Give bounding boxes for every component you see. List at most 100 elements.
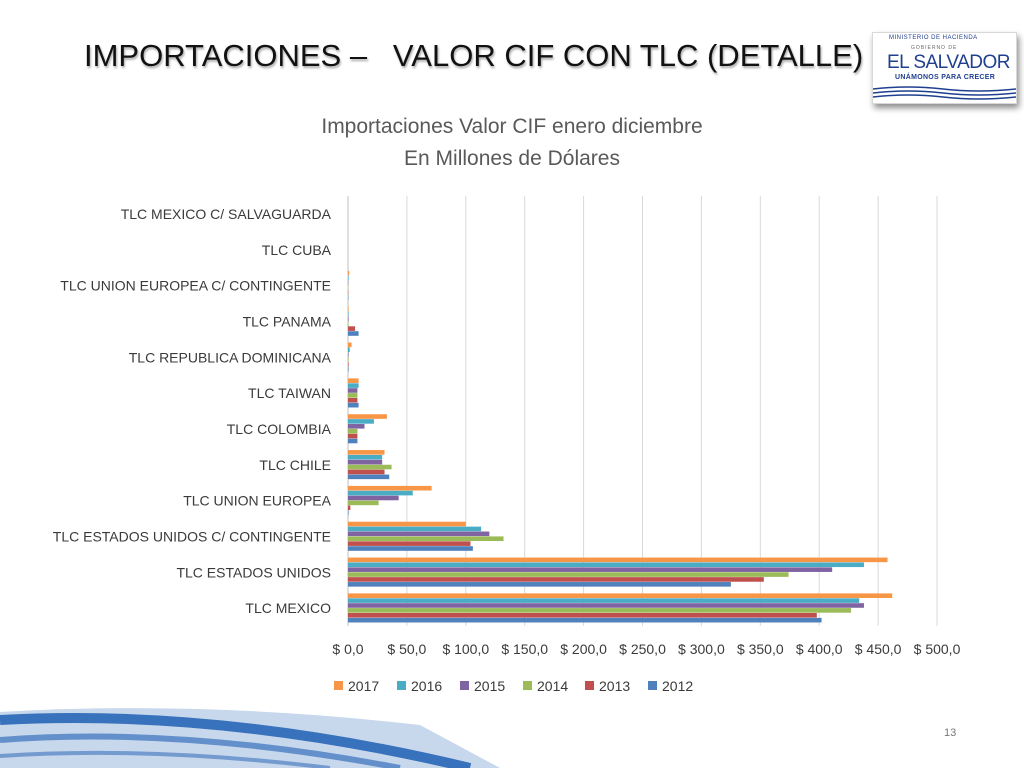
bar-2012 [348,438,358,444]
bar-2015 [348,388,358,393]
bar-2015 [348,352,349,357]
category-label: TLC TAIWAN [248,385,331,401]
decor-wave [0,713,472,768]
bar-2014 [348,393,358,398]
bar-2017 [348,521,466,527]
bar-2016 [348,598,860,603]
decor-wave [0,733,401,768]
legend-swatch-2015 [460,681,469,690]
bar-2016 [348,383,359,388]
bar-2013 [348,577,764,582]
bar-2012 [348,546,473,551]
bar-2017 [348,306,349,312]
bar-2013 [348,612,817,618]
x-tick-label: $ 0,0 [332,641,363,657]
category-label: TLC UNION EUROPEA [183,493,331,509]
legend-label-2013: 2013 [599,678,630,694]
x-tick-label: $ 250,0 [619,641,666,657]
x-tick-label: $ 400,0 [796,641,843,657]
bar-2014 [348,321,349,327]
legend-swatch-2013 [585,681,594,690]
legend-swatch-2014 [523,681,532,690]
slide-title: IMPORTACIONES – VALOR CIF CON TLC (DETAL… [84,38,864,73]
x-tick-label: $ 200,0 [560,641,607,657]
bar-2012 [348,582,731,587]
category-label: TLC ESTADOS UNIDOS [176,564,331,580]
legend-swatch-2012 [648,681,657,690]
bar-2013 [348,433,358,439]
bar-2017 [348,414,387,419]
logo-ministry-text: MINISTERIO DE HACIENDA [889,35,978,41]
category-label: TLC REPUBLICA DOMINICANA [129,349,332,365]
bar-2014 [348,357,349,362]
category-label: TLC COLOMBIA [227,421,332,437]
category-label: TLC UNION EUROPEA C/ CONTINGENTE [60,278,331,294]
decor-wave [0,750,331,768]
legend-swatch-2017 [334,681,343,690]
legend-label-2015: 2015 [474,678,505,694]
bar-2012 [348,474,390,480]
x-tick-label: $ 500,0 [914,641,961,657]
chart-title-line: En Millones de Dólares [404,147,620,170]
logo-slogan-text: UNÁMONOS PARA CRECER [895,74,996,81]
category-label: TLC MEXICO C/ SALVAGUARDA [121,206,332,222]
bar-2013 [348,326,356,331]
bar-2012 [348,331,359,336]
legend-label-2017: 2017 [348,678,379,694]
chart-title-line: Importaciones Valor CIF enero diciembre [321,115,702,138]
bar-2016 [348,347,350,353]
category-label: TLC MEXICO [245,600,331,616]
bar-2017 [348,485,432,491]
bar-2014 [348,608,852,613]
legend-label-2016: 2016 [411,678,442,694]
logo-waves-icon [873,86,1016,100]
bar-2014 [348,536,504,542]
bar-2015 [348,316,349,322]
bar-2014 [348,464,392,470]
bar-2012 [348,510,349,515]
bar-2014 [348,428,358,434]
x-tick-label: $ 100,0 [442,641,489,657]
bar-2013 [348,469,385,475]
bar-2016 [348,419,374,424]
x-tick-label: $ 350,0 [737,641,784,657]
bar-2013 [348,397,358,403]
bar-2015 [348,495,399,501]
bar-2017 [348,342,352,348]
bar-2013 [348,541,471,546]
bar-2014 [348,572,789,577]
government-logo: MINISTERIO DE HACIENDA GOBIERNO DE EL SA… [872,32,1017,104]
bar-2016 [348,311,349,317]
bar-2012 [348,402,359,408]
category-label: TLC CHILE [259,457,331,473]
bar-2015 [348,567,833,572]
logo-main-text: EL SALVADOR [887,52,1010,73]
bar-2015 [348,424,365,429]
bar-2012 [348,367,349,372]
bar-2016 [348,275,349,281]
logo-small-text: GOBIERNO DE [911,45,958,51]
x-tick-label: $ 50,0 [387,641,426,657]
bar-2015 [348,603,864,608]
bar-2017 [348,270,350,276]
bar-2014 [348,500,379,506]
legend-swatch-2016 [397,681,406,690]
bar-2013 [348,505,351,511]
category-label: TLC CUBA [262,242,332,258]
x-tick-label: $ 300,0 [678,641,725,657]
bar-2016 [348,562,864,568]
legend-label-2012: 2012 [662,678,693,694]
bar-2016 [348,526,482,532]
x-tick-label: $ 150,0 [501,641,548,657]
x-tick-label: $ 450,0 [855,641,902,657]
bar-2016 [348,490,413,496]
category-label: TLC PANAMA [243,313,332,329]
page-number: 13 [944,727,957,739]
bar-2017 [348,557,888,563]
bar-2017 [348,593,893,598]
bar-2016 [348,454,383,460]
bar-2017 [348,450,385,455]
bar-2013 [348,362,349,367]
bar-2015 [348,459,383,465]
bar-2012 [348,617,822,623]
